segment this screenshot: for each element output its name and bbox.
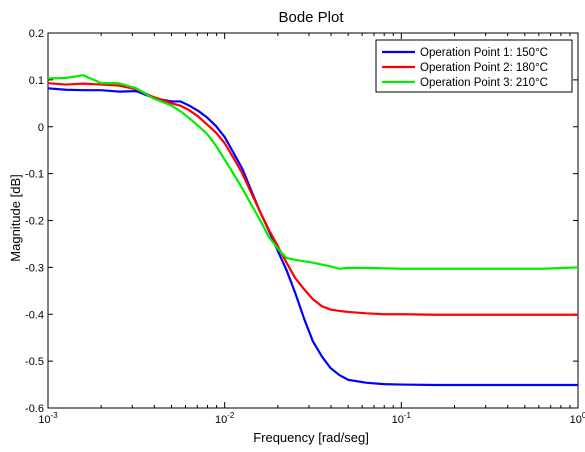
x-tick-label-exponent: -1 bbox=[404, 411, 412, 420]
y-axis-title: Magnitude [dB] bbox=[8, 174, 23, 261]
y-tick-label: -0.2 bbox=[25, 216, 44, 228]
x-tick-label-base: 10 bbox=[38, 414, 50, 426]
legend-label-1: Operation Point 1: 150°C bbox=[420, 47, 548, 59]
y-tick-label: 0.2 bbox=[29, 28, 44, 40]
x-tick-label-base: 10 bbox=[215, 414, 227, 426]
x-tick-label: 10-2 bbox=[215, 411, 235, 426]
series-line-1 bbox=[48, 87, 578, 387]
x-tick-label: 100 bbox=[570, 411, 585, 426]
plot-area: 0.20.10-0.1-0.2-0.3-0.4-0.5-0.610-3 10-2 1… bbox=[25, 28, 585, 426]
x-tick-label: 10-1 bbox=[392, 411, 412, 426]
y-tick-label: -0.1 bbox=[25, 169, 44, 181]
x-tick-label-exponent: 0 bbox=[582, 411, 585, 420]
x-tick-label-exponent: -3 bbox=[51, 411, 59, 420]
x-axis-title: Frequency [rad/seg] bbox=[253, 430, 369, 445]
chart-title: Bode Plot bbox=[278, 9, 344, 26]
y-tick-label: -0.4 bbox=[25, 309, 44, 321]
y-tick-label: 0 bbox=[38, 122, 44, 134]
series-group bbox=[48, 74, 578, 387]
x-tick-label-base: 10 bbox=[392, 414, 404, 426]
y-tick-label: 0.1 bbox=[29, 75, 44, 87]
legend: Operation Point 1: 150°C Operation Point … bbox=[375, 39, 573, 93]
x-tick-label-base: 10 bbox=[570, 414, 582, 426]
series-line-3 bbox=[48, 74, 578, 270]
y-tick-label: -0.5 bbox=[25, 356, 44, 368]
legend-label-2: Operation Point 2: 180°C bbox=[420, 62, 548, 74]
x-tick-label-exponent: -2 bbox=[227, 411, 235, 420]
y-tick-label: -0.6 bbox=[25, 403, 44, 415]
y-tick-label: -0.3 bbox=[25, 262, 44, 274]
legend-label-3: Operation Point 3: 210°C bbox=[420, 77, 548, 89]
x-tick-label: 10-3 bbox=[38, 411, 58, 426]
series-line-2 bbox=[48, 82, 578, 316]
